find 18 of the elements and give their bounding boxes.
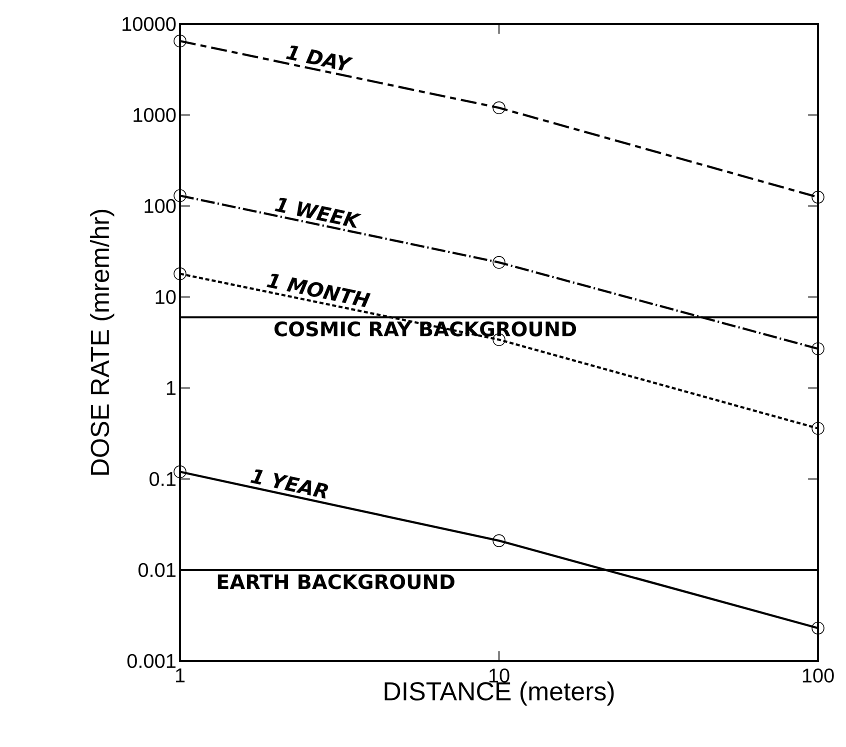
y-tick-label: 0.01 [138, 562, 176, 578]
text: 1 YEAR [250, 470, 328, 499]
text: 1 DAY [286, 46, 354, 70]
x-tick-label: 10 [489, 668, 510, 683]
y-tick-label: 1000 [134, 108, 176, 122]
y-tick-label: 0.001 [127, 654, 176, 668]
y-tick-label: 100 [144, 198, 176, 214]
y-axis-title: DOSE RATE (mrem/hr) [90, 210, 114, 475]
x-tick-label: 1 [176, 668, 185, 682]
x-axis-title: DISTANCE (meters) [384, 681, 614, 706]
y-tick-label: 10 [156, 290, 176, 304]
ref-line-label: EARTH BACKGROUND [218, 574, 454, 590]
x-tick-label: 100 [802, 668, 834, 683]
text: 1 WEEK [274, 198, 362, 228]
y-tick-label: 1 [166, 381, 176, 395]
y-tick-label: 10000 [122, 16, 176, 32]
y-tick-label: 0.1 [150, 472, 176, 486]
text: 1 MONTH [266, 274, 371, 308]
